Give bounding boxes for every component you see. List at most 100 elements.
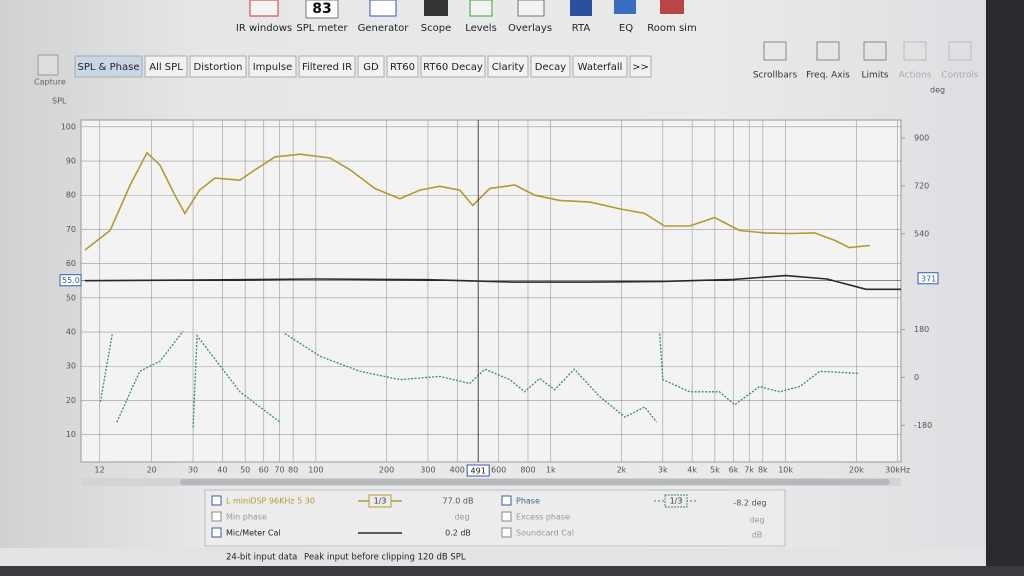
tab[interactable] — [298, 55, 356, 78]
spl-meter-value: 83 — [312, 1, 331, 17]
cursor-box — [466, 464, 490, 477]
x-tick-label: 50 — [240, 466, 250, 475]
tab-label[interactable]: RT60 Decay — [423, 62, 483, 73]
control-icon[interactable] — [763, 41, 787, 61]
checkbox[interactable] — [211, 527, 222, 538]
control-label[interactable]: Scrollbars — [753, 71, 798, 81]
control-icon[interactable] — [816, 41, 840, 61]
cursor-box — [59, 274, 82, 287]
x-tick-label: 60 — [259, 466, 269, 475]
spl-meter-icon[interactable] — [305, 0, 339, 19]
smoothing[interactable]: 1/3 — [670, 497, 683, 506]
y2-tick-label: 180 — [914, 325, 929, 334]
toolbar-button[interactable]: RTA — [572, 23, 591, 34]
toolbar-button[interactable]: Overlays — [508, 23, 552, 34]
toolbar-button[interactable]: Room sim — [647, 23, 696, 34]
checkbox[interactable] — [501, 495, 512, 506]
tab[interactable] — [189, 55, 247, 78]
capture-icon[interactable] — [37, 54, 59, 76]
tab[interactable] — [144, 55, 188, 78]
x-tick-label: 4k — [687, 466, 697, 475]
checkbox[interactable] — [501, 527, 512, 538]
reading: 0.2 dB — [445, 529, 471, 538]
tab[interactable] — [420, 55, 486, 78]
tab-label[interactable]: Impulse — [253, 62, 293, 73]
control-icon[interactable] — [948, 41, 972, 61]
y-tick-label: 50 — [66, 293, 76, 302]
y-tick-label: 40 — [66, 328, 76, 337]
tab-label[interactable]: Clarity — [492, 62, 525, 73]
toolbar-button[interactable]: IR windows — [236, 23, 292, 34]
capture-label[interactable]: Capture — [34, 78, 66, 87]
tab-label[interactable]: Distortion — [194, 62, 243, 73]
status-peak: Peak input before clipping 120 dB SPL — [304, 553, 466, 563]
eq-icon[interactable] — [614, 0, 636, 14]
tab[interactable] — [487, 55, 529, 78]
toolbar-button[interactable]: SPL meter — [296, 23, 348, 34]
tab[interactable] — [74, 55, 143, 78]
tab[interactable] — [248, 55, 297, 78]
cursor-box — [917, 272, 939, 285]
toolbar: 83 — [249, 0, 684, 19]
tab[interactable] — [357, 55, 385, 78]
legend-entry: Soundcard Cal — [516, 529, 574, 538]
y-tick-label: 30 — [66, 362, 76, 371]
reading: -8.2 deg — [733, 499, 766, 508]
checkbox[interactable] — [211, 511, 222, 522]
toolbar-button[interactable]: Generator — [358, 23, 410, 34]
control-icon[interactable] — [863, 41, 887, 61]
checkbox[interactable] — [211, 495, 222, 506]
reading: deg — [454, 513, 469, 522]
rta-icon[interactable] — [570, 0, 592, 16]
tab-label[interactable]: Decay — [535, 62, 566, 73]
legend-entry: L miniDSP 96KHz 5 30 — [226, 497, 315, 506]
reading: 77.0 dB — [443, 497, 474, 506]
y-tick-label: 60 — [66, 259, 76, 268]
tab-label[interactable]: >> — [632, 62, 649, 73]
smoothing-box[interactable] — [368, 494, 392, 508]
toolbar-button[interactable]: EQ — [619, 23, 633, 34]
control-label[interactable]: Limits — [862, 71, 889, 81]
x-tick-label: 3k — [658, 466, 668, 475]
tab-label[interactable]: All SPL — [149, 62, 183, 73]
ir-icon[interactable] — [249, 0, 279, 17]
smoothing-box[interactable] — [664, 494, 688, 508]
right-controls: Scrollbars Freq. Axis Limits Actions Control… — [753, 41, 979, 81]
tab[interactable] — [572, 55, 628, 78]
toolbar-button[interactable]: Levels — [465, 23, 497, 34]
control-label[interactable]: Controls — [941, 71, 979, 81]
y2-tick-label: 900 — [914, 134, 929, 143]
x-tick-label: 1k — [546, 466, 556, 475]
tab-label[interactable]: SPL & Phase — [78, 62, 140, 73]
toolbar-labels: IR windows SPL meter Generator Scope Levels O… — [236, 23, 697, 34]
legend-panel — [204, 489, 786, 547]
control-label[interactable]: Actions — [899, 71, 932, 81]
y2-tick-label: 540 — [914, 229, 929, 238]
overlays-icon[interactable] — [517, 0, 545, 17]
control-icon[interactable] — [903, 41, 927, 61]
smoothing[interactable]: 1/3 — [374, 497, 387, 506]
control-label[interactable]: Freq. Axis — [806, 71, 850, 81]
tab-label[interactable]: GD — [363, 62, 379, 73]
x-tick-label: 7k — [744, 466, 754, 475]
levels-icon[interactable] — [469, 0, 493, 17]
generator-icon[interactable] — [369, 0, 397, 17]
tab[interactable] — [386, 55, 419, 78]
tab-label[interactable]: RT60 — [390, 62, 415, 73]
tab[interactable] — [629, 55, 652, 78]
x-tick-label: 300 — [420, 466, 435, 475]
scope-icon[interactable] — [424, 0, 448, 16]
room-sim-icon[interactable] — [660, 0, 684, 14]
y-tick-label: 70 — [66, 225, 76, 234]
tab[interactable] — [530, 55, 571, 78]
y-axis-label: SPL — [52, 97, 67, 106]
y2-tick-label: 720 — [914, 181, 929, 190]
scrollbar-thumb[interactable] — [180, 479, 890, 485]
tab-label[interactable]: Waterfall — [578, 62, 623, 73]
toolbar-button[interactable]: Scope — [421, 23, 451, 34]
x-tick-label: 600 — [491, 466, 506, 475]
tab-label[interactable]: Filtered IR — [302, 62, 352, 73]
checkbox[interactable] — [501, 511, 512, 522]
